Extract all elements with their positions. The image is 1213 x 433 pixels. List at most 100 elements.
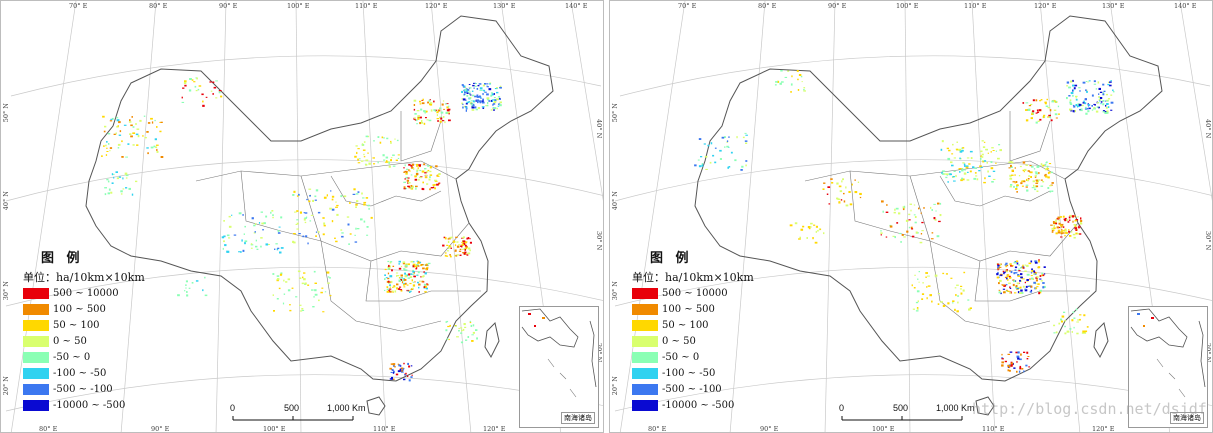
change-pixel	[845, 204, 849, 207]
change-pixel	[425, 263, 428, 266]
change-pixel	[413, 275, 416, 277]
change-pixel	[1034, 188, 1037, 191]
change-pixel	[466, 237, 469, 240]
change-pixel	[464, 244, 467, 247]
change-pixel	[398, 260, 401, 263]
change-pixel	[429, 102, 433, 104]
change-pixel	[458, 330, 460, 332]
change-pixel	[921, 293, 925, 295]
change-pixel	[465, 339, 468, 341]
change-pixel	[403, 167, 405, 169]
change-pixel	[1044, 174, 1046, 177]
change-pixel	[117, 143, 121, 146]
change-pixel	[809, 226, 812, 228]
change-pixel	[408, 379, 411, 382]
change-pixel	[1036, 180, 1039, 183]
change-pixel	[243, 233, 245, 235]
change-pixel	[1026, 178, 1028, 181]
change-pixel	[1072, 79, 1074, 82]
change-pixel	[296, 219, 299, 221]
change-pixel	[966, 179, 970, 181]
change-pixel	[1016, 185, 1018, 188]
change-pixel	[1075, 104, 1078, 107]
change-pixel	[1055, 219, 1058, 221]
change-pixel	[1039, 278, 1042, 280]
change-pixel	[1112, 89, 1114, 92]
change-pixel	[107, 192, 110, 195]
change-pixel	[389, 286, 391, 289]
legend-item: -100 ~ -50	[632, 365, 842, 381]
change-pixel	[409, 291, 411, 293]
change-pixel	[1078, 87, 1081, 89]
change-pixel	[1023, 370, 1025, 373]
change-pixel	[823, 182, 826, 184]
change-pixel	[1079, 222, 1083, 225]
change-pixel	[1054, 113, 1058, 116]
change-pixel	[1035, 279, 1038, 282]
change-pixel	[385, 161, 388, 163]
change-pixel	[1039, 118, 1042, 121]
change-pixel	[315, 189, 319, 192]
change-pixel	[1053, 227, 1056, 230]
change-pixel	[277, 247, 280, 249]
change-pixel	[485, 105, 487, 107]
change-pixel	[1040, 179, 1043, 181]
change-pixel	[808, 227, 811, 230]
change-pixel	[435, 165, 438, 168]
change-pixel	[921, 230, 924, 232]
change-pixel	[102, 115, 105, 118]
change-pixel	[451, 236, 453, 238]
change-pixel	[147, 122, 151, 124]
change-pixel	[975, 175, 978, 177]
tick-top: 80° E	[149, 2, 168, 10]
change-pixel	[880, 232, 883, 234]
change-pixel	[222, 247, 224, 250]
change-pixel	[1017, 274, 1020, 277]
change-pixel	[104, 187, 107, 189]
change-pixel	[921, 221, 924, 224]
legend-unit: 单位：ha/10km×10km	[23, 271, 145, 284]
change-pixel	[982, 146, 986, 148]
change-pixel	[1035, 276, 1038, 278]
change-pixel	[444, 254, 447, 257]
change-pixel	[365, 197, 369, 199]
change-pixel	[291, 287, 294, 289]
change-pixel	[471, 106, 475, 109]
change-pixel	[422, 181, 424, 184]
change-pixel	[103, 145, 105, 147]
change-pixel	[135, 123, 137, 125]
change-pixel	[703, 143, 706, 145]
change-pixel	[132, 144, 135, 146]
change-pixel	[218, 91, 221, 94]
change-pixel	[1056, 226, 1059, 229]
change-pixel	[1001, 358, 1004, 360]
change-pixel	[265, 243, 269, 246]
change-pixel	[125, 174, 129, 177]
change-pixel	[310, 214, 314, 216]
change-pixel	[1088, 80, 1091, 82]
change-pixel	[998, 289, 1001, 291]
change-pixel	[493, 109, 495, 111]
watermark: http://blog.csdn.net/dsjdf	[972, 400, 1207, 418]
legend-swatch	[23, 287, 49, 299]
change-pixel	[260, 211, 263, 213]
change-pixel	[434, 180, 438, 182]
change-pixel	[1068, 95, 1071, 97]
change-pixel	[486, 104, 489, 107]
change-pixel	[421, 170, 425, 173]
change-pixel	[272, 294, 274, 296]
change-pixel	[1061, 229, 1063, 231]
change-pixel	[938, 220, 941, 223]
change-pixel	[273, 310, 275, 312]
change-pixel	[815, 225, 818, 228]
legend-swatch	[23, 335, 49, 347]
change-pixel	[988, 175, 991, 177]
change-pixel	[1002, 270, 1005, 273]
change-pixel	[488, 88, 492, 91]
change-pixel	[435, 109, 437, 111]
change-pixel	[425, 174, 428, 176]
change-pixel	[1034, 176, 1037, 178]
change-pixel	[498, 98, 501, 100]
change-pixel	[881, 200, 884, 203]
change-pixel	[458, 244, 461, 246]
